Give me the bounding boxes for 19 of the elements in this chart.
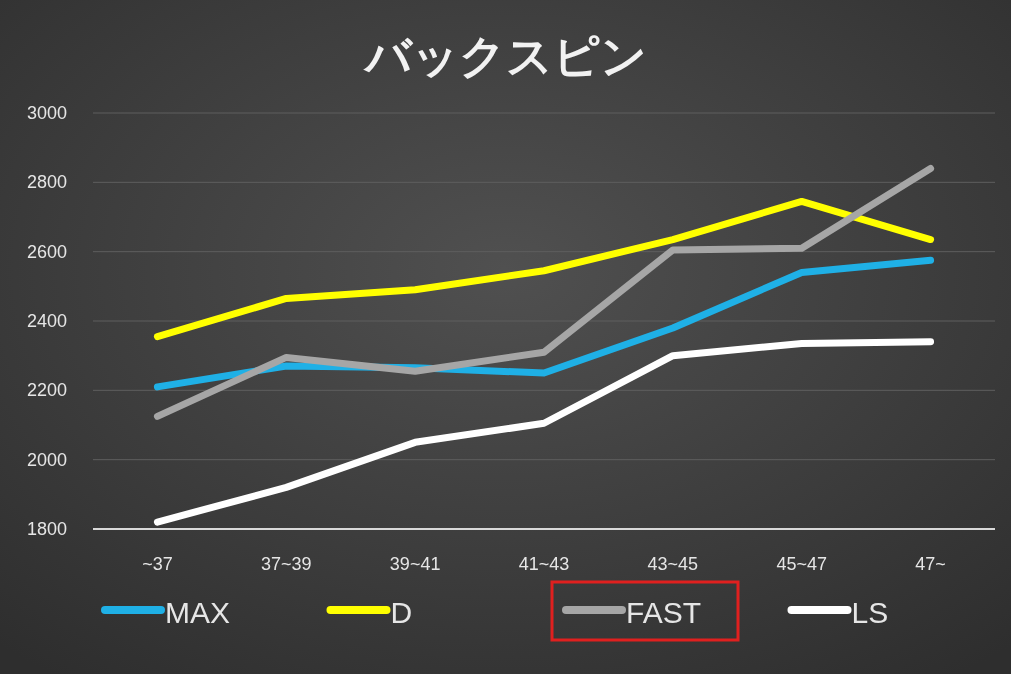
y-tick-label: 2400: [26, 311, 67, 331]
x-tick-label: ~37: [142, 554, 173, 574]
chart-title: バックスピン: [362, 30, 647, 82]
x-tick-label: 43~45: [647, 554, 699, 574]
y-tick-label: 2800: [26, 172, 67, 193]
x-tick-label: 45~47: [776, 554, 827, 574]
x-tick-label: 39~41: [389, 554, 441, 574]
x-tick-label: 41~43: [518, 554, 570, 574]
x-tick-label: 37~39: [261, 554, 312, 574]
y-tick-label: 2200: [26, 380, 67, 401]
y-tick-label: 3000: [26, 103, 67, 123]
legend-label: D: [390, 596, 413, 629]
y-tick-label: 2000: [26, 449, 67, 470]
legend-label: MAX: [165, 596, 231, 629]
y-tick-label: 2600: [26, 241, 67, 262]
y-tick-label: 1800: [26, 519, 67, 539]
x-tick-label: 47~: [915, 554, 946, 574]
legend-label: FAST: [626, 596, 702, 629]
legend-label: LS: [851, 596, 889, 629]
